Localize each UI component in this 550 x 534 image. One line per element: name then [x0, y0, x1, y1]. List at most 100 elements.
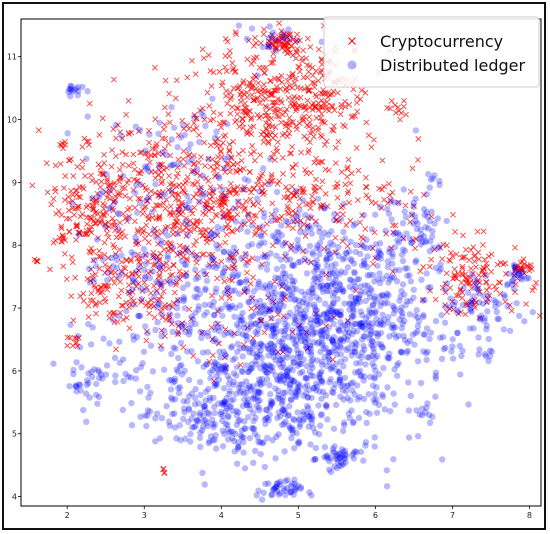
distributed-ledger-point: [405, 407, 413, 414]
cryptocurrency-point: [301, 113, 307, 120]
cryptocurrency-point: [90, 257, 97, 264]
distributed-ledger-point: [258, 316, 265, 324]
distributed-ledger-point: [212, 380, 219, 388]
cryptocurrency-point: [277, 97, 284, 104]
distributed-ledger-point: [267, 250, 274, 257]
distributed-ledger-point: [275, 338, 283, 345]
distributed-ledger-point: [186, 328, 193, 335]
cryptocurrency-point: [69, 259, 76, 266]
distributed-ledger-point: [253, 195, 261, 202]
distributed-ledger-point: [338, 344, 345, 351]
cryptocurrency-point: [459, 255, 465, 261]
cryptocurrency-point: [106, 187, 113, 194]
distributed-ledger-point: [83, 155, 90, 163]
distributed-ledger-point: [182, 328, 189, 336]
distributed-ledger-point: [340, 363, 347, 370]
cryptocurrency-point: [304, 97, 311, 104]
distributed-ledger-point: [357, 372, 364, 380]
distributed-ledger-point: [301, 383, 309, 391]
distributed-ledger-point: [279, 342, 286, 350]
cryptocurrency-point: [295, 63, 302, 70]
distributed-ledger-point: [321, 229, 328, 236]
distributed-ledger-point: [330, 389, 337, 396]
cryptocurrency-point: [179, 221, 186, 227]
cryptocurrency-point: [97, 164, 104, 171]
distributed-ledger-point: [309, 251, 317, 258]
distributed-ledger-point: [367, 327, 374, 334]
distributed-ledger-point: [292, 342, 300, 349]
distributed-ledger-point: [252, 414, 259, 421]
cryptocurrency-point: [389, 268, 396, 275]
distributed-ledger-point: [317, 370, 324, 377]
cryptocurrency-point: [116, 189, 123, 196]
cryptocurrency-point: [253, 304, 260, 311]
distributed-ledger-point: [277, 300, 285, 308]
cryptocurrency-point: [179, 199, 186, 206]
distributed-ledger-point: [395, 199, 402, 207]
cryptocurrency-point: [70, 173, 77, 180]
cryptocurrency-point: [390, 229, 397, 236]
cryptocurrency-point: [386, 180, 392, 187]
distributed-ledger-point: [188, 390, 196, 397]
cryptocurrency-point: [293, 126, 300, 133]
cryptocurrency-point: [328, 102, 335, 109]
cryptocurrency-point: [194, 270, 200, 277]
distributed-ledger-point: [361, 333, 368, 340]
distributed-ledger-point: [371, 434, 378, 441]
distributed-ledger-point: [337, 454, 344, 461]
distributed-ledger-point: [277, 371, 285, 378]
cryptocurrency-point: [247, 280, 254, 287]
cryptocurrency-point: [137, 261, 144, 268]
cryptocurrency-point: [206, 358, 213, 365]
distributed-ledger-point: [253, 353, 260, 360]
cryptocurrency-point: [252, 231, 258, 238]
cryptocurrency-point: [105, 234, 112, 241]
distributed-ledger-point: [401, 336, 408, 344]
cryptocurrency-point: [155, 253, 161, 260]
distributed-ledger-point: [262, 415, 270, 422]
cryptocurrency-point: [528, 266, 535, 272]
distributed-ledger-point: [147, 389, 154, 397]
distributed-ledger-point: [142, 286, 149, 294]
distributed-ledger-point: [441, 286, 449, 293]
cryptocurrency-point: [176, 225, 183, 232]
distributed-ledger-point: [297, 307, 304, 314]
distributed-ledger-point: [196, 409, 204, 416]
cryptocurrency-point: [222, 53, 229, 59]
distributed-ledger-point: [227, 329, 234, 336]
distributed-ledger-point: [279, 291, 287, 298]
distributed-ledger-point: [109, 262, 117, 270]
distributed-ledger-point: [504, 303, 511, 310]
distributed-ledger-point: [250, 288, 257, 295]
distributed-ledger-point: [190, 169, 198, 176]
cryptocurrency-point: [95, 286, 102, 293]
cryptocurrency-point: [116, 166, 123, 173]
distributed-ledger-point: [246, 366, 254, 373]
distributed-ledger-point: [79, 83, 86, 91]
cryptocurrency-point: [220, 119, 226, 126]
cryptocurrency-point: [152, 145, 159, 152]
distributed-ledger-point: [289, 291, 296, 298]
cryptocurrency-point: [226, 295, 233, 302]
distributed-ledger-point: [144, 383, 151, 391]
distributed-ledger-point: [335, 368, 343, 376]
distributed-ledger-point: [393, 277, 401, 285]
distributed-ledger-point: [349, 387, 356, 394]
distributed-ledger-point: [187, 430, 194, 438]
cryptocurrency-point: [137, 196, 144, 202]
cryptocurrency-point: [115, 293, 122, 300]
distributed-ledger-point: [420, 331, 427, 338]
cryptocurrency-point: [100, 205, 107, 212]
distributed-ledger-point: [340, 200, 347, 208]
distributed-ledger-point: [480, 292, 487, 300]
cryptocurrency-point: [263, 64, 269, 71]
cryptocurrency-point: [114, 318, 121, 325]
cryptocurrency-point: [269, 242, 276, 249]
distributed-ledger-point: [258, 233, 265, 240]
cryptocurrency-point: [70, 317, 77, 324]
distributed-ledger-point: [282, 372, 290, 379]
distributed-ledger-point: [294, 236, 301, 243]
cryptocurrency-point: [420, 264, 427, 270]
cryptocurrency-point: [180, 244, 187, 250]
distributed-ledger-point: [118, 132, 125, 140]
